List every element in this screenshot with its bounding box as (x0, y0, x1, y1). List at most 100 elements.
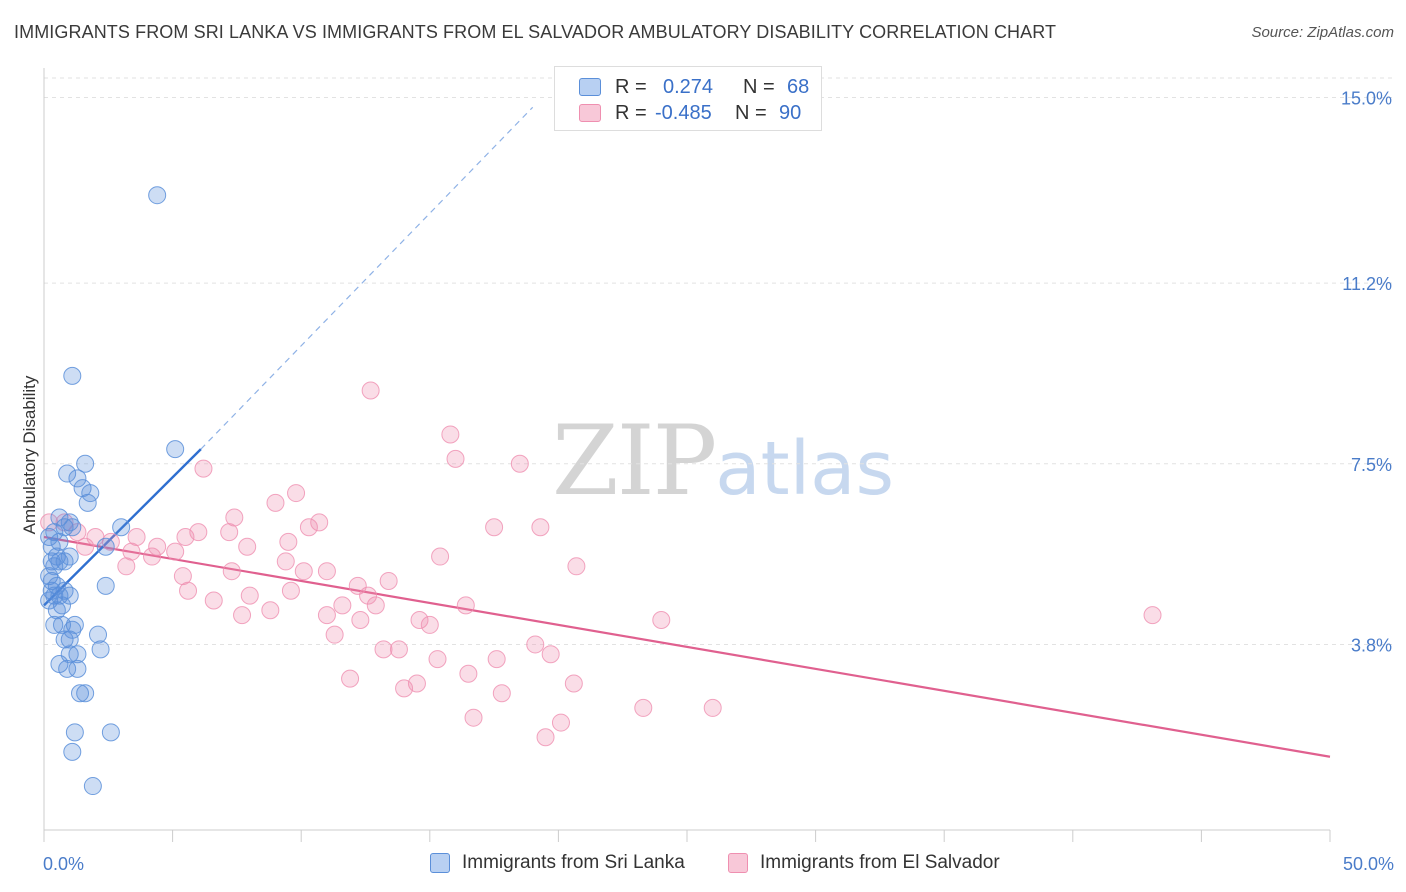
el-salvador-point (510, 454, 529, 473)
el-salvador-point (266, 493, 285, 512)
legend-r-value: 0.274 (663, 75, 714, 98)
sri-lanka-point (60, 547, 79, 566)
el-salvador-point (117, 557, 136, 576)
el-salvador-point (238, 537, 257, 556)
series-legend-swatch-el-salvador (728, 853, 748, 873)
sri-lanka-point (45, 523, 64, 542)
el-salvador-point (366, 596, 385, 615)
watermark: ZIPatlas (552, 405, 894, 517)
sri-lanka-point (76, 454, 95, 473)
sri-lanka-trendline-extension (200, 106, 534, 450)
sri-lanka-point (55, 552, 74, 571)
el-salvador-point (531, 518, 550, 537)
el-salvador-point (359, 586, 378, 605)
el-salvador-point (564, 674, 583, 693)
el-salvador-point (325, 625, 344, 644)
el-salvador-point (420, 615, 439, 634)
sri-lanka-point (101, 723, 120, 742)
el-salvador-point (464, 708, 483, 727)
el-salvador-point (333, 596, 352, 615)
correlation-legend: R = 0.274 N = 68 R = -0.485 N = 90 (554, 66, 822, 131)
el-salvador-point (176, 528, 195, 547)
el-salvador-point (294, 562, 313, 581)
sri-lanka-point (89, 625, 108, 644)
sri-lanka-point (68, 659, 87, 678)
el-salvador-point (567, 557, 586, 576)
el-salvador-point (317, 606, 336, 625)
legend-n-label: N = (735, 101, 767, 124)
el-salvador-trendline (43, 535, 1331, 758)
sri-lanka-point (71, 684, 90, 703)
series-legend-swatch-sri-lanka (430, 853, 450, 873)
el-salvador-point (287, 484, 306, 503)
chart-title: IMMIGRANTS FROM SRI LANKA VS IMMIGRANTS … (14, 22, 1057, 42)
y-tick-label: 7.5% (1351, 455, 1392, 475)
sri-lanka-point (166, 440, 185, 459)
el-salvador-point (240, 586, 259, 605)
el-salvador-point (220, 523, 239, 542)
series-legend: Immigrants from Sri Lanka Immigrants fro… (0, 852, 1406, 878)
sri-lanka-point (91, 640, 110, 659)
el-salvador-point (492, 684, 511, 703)
sri-lanka-point (83, 777, 102, 796)
legend-n-value: 68 (787, 75, 810, 98)
sri-lanka-point (40, 567, 59, 586)
el-salvador-point (410, 611, 429, 630)
el-salvador-point (143, 547, 162, 566)
x-tick-label-max: 50.0% (1343, 854, 1394, 874)
legend-n-value: 90 (779, 101, 802, 124)
el-salvador-point (194, 459, 213, 478)
el-salvador-point (526, 635, 545, 654)
legend-swatch-el-salvador (579, 104, 601, 122)
el-salvador-point (459, 664, 478, 683)
el-salvador-point (166, 542, 185, 561)
watermark-zip: ZIP (552, 405, 717, 517)
y-tick-label: 11.2% (1342, 274, 1392, 294)
legend-r-label: R = (615, 75, 647, 98)
el-salvador-point (431, 547, 450, 566)
tick-labels: 3.8% 7.5% 11.2% 15.0% 0.0% 50.0% (43, 89, 1394, 874)
gridlines (44, 77, 1394, 645)
el-salvador-point (487, 650, 506, 669)
legend-row-el-salvador: R = -0.485 N = 90 (579, 99, 801, 127)
watermark-atlas: atlas (715, 426, 895, 512)
sri-lanka-point (78, 493, 97, 512)
y-tick-label: 3.8% (1351, 635, 1392, 655)
sri-lanka-point (148, 186, 167, 205)
el-salvador-point (101, 532, 120, 551)
sri-lanka-point (45, 586, 64, 605)
el-salvador-point (379, 571, 398, 590)
sri-lanka-point (58, 464, 77, 483)
el-salvador-point (233, 606, 252, 625)
sri-lanka-point (42, 537, 61, 556)
source-label: Source: ZipAtlas.com (1251, 24, 1394, 41)
el-salvador-point (276, 552, 295, 571)
legend-r-value: -0.485 (655, 101, 712, 124)
el-salvador-point (351, 611, 370, 630)
sri-lanka-point (53, 615, 72, 634)
sri-lanka-point (68, 645, 87, 664)
el-salvador-point (341, 669, 360, 688)
sri-lanka-point (42, 552, 61, 571)
sri-lanka-point (45, 557, 64, 576)
el-salvador-point (428, 650, 447, 669)
el-salvador-point (279, 532, 298, 551)
el-salvador-point (374, 640, 393, 659)
el-salvador-point (446, 449, 465, 468)
el-salvador-point (261, 601, 280, 620)
el-salvador-point (148, 537, 167, 556)
el-salvador-point (299, 518, 318, 537)
el-salvador-point (395, 679, 414, 698)
sri-lanka-point (76, 684, 95, 703)
sri-lanka-point (60, 513, 79, 532)
el-salvador-point (361, 381, 380, 400)
el-salvador-point (456, 596, 475, 615)
el-salvador-point (652, 611, 671, 630)
el-salvador-point (204, 591, 223, 610)
sri-lanka-point (96, 537, 115, 556)
el-salvador-point (310, 513, 329, 532)
sri-lanka-point (58, 659, 77, 678)
el-salvador-point (634, 698, 653, 717)
el-salvador-point (485, 518, 504, 537)
